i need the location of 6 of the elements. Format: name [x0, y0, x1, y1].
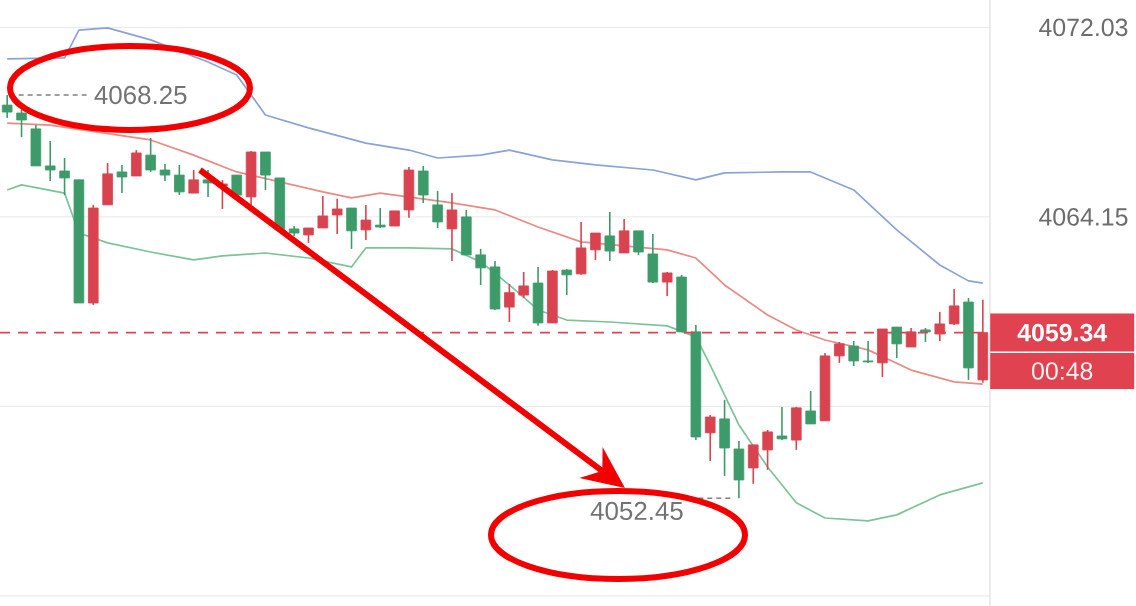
annotation: 4068.25 [94, 85, 187, 105]
y-tick-label: 4064.15 [1039, 208, 1128, 226]
text: 00:48 [1032, 362, 1093, 380]
y-tick-label: 4072.03 [1039, 18, 1128, 37]
annotation: 4052.45 [590, 501, 683, 521]
ref-line-label: 4059.34 [1017, 323, 1108, 342]
